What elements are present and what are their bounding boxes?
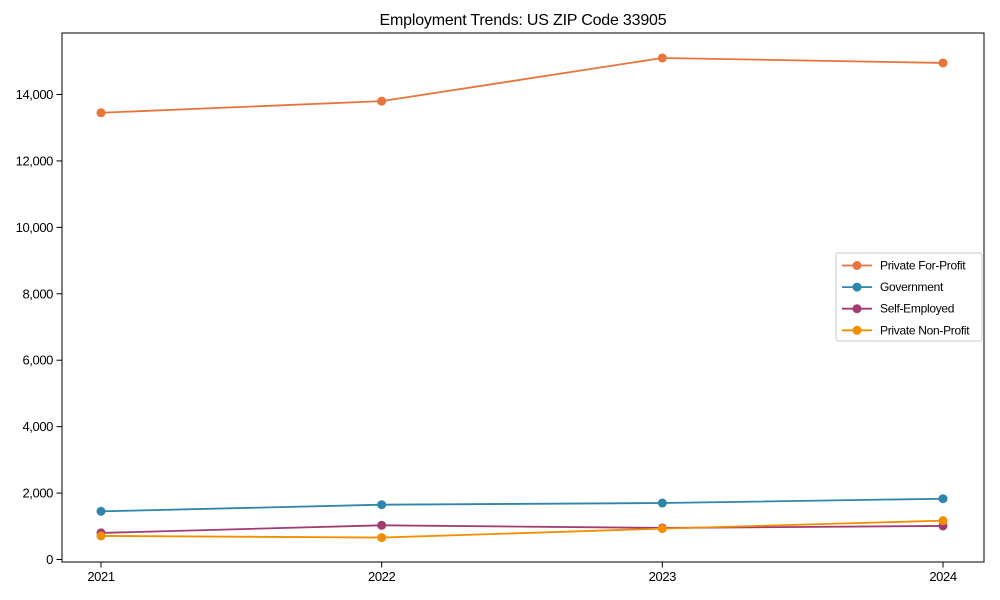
- data-point-private-for-profit-2022: [377, 96, 387, 106]
- series-line-self-employed: [100, 524, 944, 534]
- data-point-private-non-profit-2022: [377, 533, 387, 543]
- x-axis: 2021 2022 2023 2024: [87, 562, 957, 584]
- data-point-self-employed-2022: [377, 520, 387, 530]
- legend-entry-self-employed: Self-Employed: [842, 302, 954, 316]
- y-tick-label: 0: [46, 552, 53, 567]
- legend-label: Self-Employed: [880, 302, 954, 316]
- legend-box: [835, 252, 983, 342]
- legend-label: Government: [880, 280, 944, 294]
- series-line-private-for-profit: [100, 57, 944, 114]
- x-tick-label: 2022: [368, 569, 395, 584]
- legend-entry-private-non-profit: Private Non-Profit: [842, 323, 971, 337]
- data-point-private-for-profit-2021: [96, 108, 106, 118]
- y-tick-label: 12,000: [16, 153, 54, 168]
- plot-border: [61, 32, 985, 563]
- data-point-private-non-profit-2023: [657, 524, 667, 534]
- legend-label: Private For-Profit: [880, 259, 966, 273]
- data-point-government-2021: [96, 506, 106, 516]
- legend-entry-government: Government: [842, 280, 944, 294]
- data-point-private-for-profit-2024: [938, 58, 948, 68]
- y-tick-label: 8,000: [22, 286, 53, 301]
- legend-entry-private-for-profit: Private For-Profit: [842, 259, 967, 273]
- x-tick-label: 2024: [929, 569, 956, 584]
- y-tick-label: 6,000: [22, 353, 53, 368]
- data-point-government-2022: [377, 500, 387, 510]
- data-point-government-2024: [938, 494, 948, 504]
- x-tick-label: 2021: [87, 569, 114, 584]
- x-tick-label: 2023: [649, 569, 676, 584]
- series-line-private-non-profit: [100, 519, 944, 539]
- series-layer: [96, 53, 948, 543]
- legend: Private For-Profit Government Self-Employe…: [835, 252, 983, 342]
- legend-label: Private Non-Profit: [880, 323, 970, 337]
- y-tick-label: 14,000: [16, 87, 54, 102]
- legend-marker: [852, 261, 862, 270]
- chart-title: Employment Trends: US ZIP Code 33905: [380, 12, 667, 29]
- data-point-private-for-profit-2023: [657, 53, 667, 63]
- y-tick-label: 10,000: [16, 220, 54, 235]
- data-point-government-2023: [657, 498, 667, 508]
- y-tick-label: 4,000: [22, 419, 53, 434]
- legend-marker: [852, 304, 862, 314]
- y-tick-label: 2,000: [22, 486, 53, 501]
- y-axis: 0 2,000 4,000 6,000 8,000 10,000 12,000 14,000: [16, 87, 62, 567]
- data-point-private-non-profit-2024: [938, 516, 948, 526]
- legend-marker: [852, 282, 862, 292]
- data-point-private-non-profit-2021: [96, 531, 106, 541]
- plot-frame: [61, 32, 985, 563]
- series-line-government: [100, 497, 944, 513]
- legend-marker: [852, 325, 862, 335]
